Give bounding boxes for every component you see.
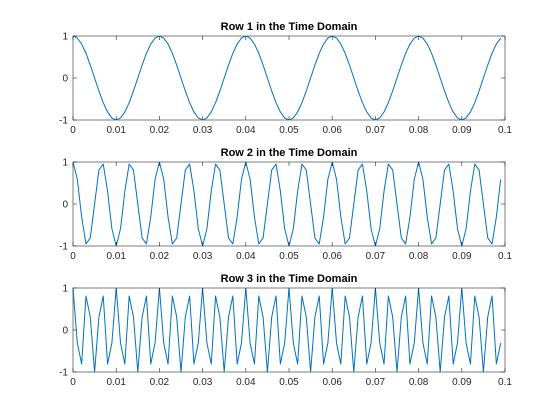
series-line-1 bbox=[73, 36, 502, 120]
x-tick-label: 0.08 bbox=[409, 377, 429, 388]
x-tick-label: 0.06 bbox=[322, 377, 342, 388]
y-tick-label: 0 bbox=[62, 74, 68, 85]
x-tick-label: 0.08 bbox=[409, 251, 429, 262]
x-tick-label: 0.09 bbox=[452, 251, 472, 262]
x-tick-label: 0.03 bbox=[193, 251, 213, 262]
x-tick-label: 0.05 bbox=[279, 377, 299, 388]
x-tick-label: 0 bbox=[70, 251, 76, 262]
x-tick-label: 0.02 bbox=[150, 125, 170, 136]
axes-3: 0 0.01 0.02 0.03 0.04 0.05 0.06 0.07 0.08 0.09 0.1… bbox=[59, 273, 512, 388]
x-tick-label: 0.1 bbox=[498, 125, 512, 136]
y-tick-label: -1 bbox=[59, 116, 68, 127]
y-tick-label: -1 bbox=[59, 242, 68, 253]
y-tick-label: 0 bbox=[62, 326, 68, 337]
y-tick-label: 1 bbox=[62, 32, 68, 43]
plot-area bbox=[72, 161, 506, 247]
y-tick-label: -1 bbox=[59, 368, 68, 379]
x-tick-label: 0.04 bbox=[236, 377, 256, 388]
plot-area bbox=[72, 35, 506, 121]
x-tick-label: 0.03 bbox=[193, 125, 213, 136]
x-tick-label: 0.1 bbox=[498, 251, 512, 262]
x-tick-label: 0.07 bbox=[366, 377, 386, 388]
chart-title: Row 2 in the Time Domain bbox=[221, 147, 358, 159]
x-tick-label: 0 bbox=[70, 125, 76, 136]
x-tick-label: 0.07 bbox=[366, 125, 386, 136]
x-tick-label: 0.03 bbox=[193, 377, 213, 388]
x-tick-label: 0.06 bbox=[322, 125, 342, 136]
series-line-1 bbox=[73, 162, 502, 246]
axes-2: 0 0.01 0.02 0.03 0.04 0.05 0.06 0.07 0.08 0.09 0.1… bbox=[59, 147, 512, 262]
x-tick-label: 0.07 bbox=[366, 251, 386, 262]
x-tick-label: 0.01 bbox=[106, 251, 126, 262]
x-tick-label: 0.01 bbox=[106, 125, 126, 136]
x-tick-label: 0.05 bbox=[279, 251, 299, 262]
series-line-1 bbox=[73, 288, 502, 372]
x-tick-label: 0.04 bbox=[236, 125, 256, 136]
x-tick-label: 0.02 bbox=[150, 377, 170, 388]
y-tick-label: 1 bbox=[62, 284, 68, 295]
x-tick-label: 0.01 bbox=[106, 377, 126, 388]
chart-title: Row 1 in the Time Domain bbox=[221, 21, 358, 33]
x-tick-label: 0.02 bbox=[150, 251, 170, 262]
x-tick-label: 0.09 bbox=[452, 125, 472, 136]
x-tick-label: 0.1 bbox=[498, 377, 512, 388]
x-tick-label: 0.08 bbox=[409, 125, 429, 136]
y-tick-label: 1 bbox=[62, 158, 68, 169]
axes-1: 0 0.01 0.02 0.03 0.04 0.05 0.06 0.07 0.08 0.09 0.1… bbox=[59, 21, 512, 136]
x-tick-label: 0.05 bbox=[279, 125, 299, 136]
x-tick-label: 0 bbox=[70, 377, 76, 388]
plot-area bbox=[72, 287, 506, 373]
x-tick-label: 0.06 bbox=[322, 251, 342, 262]
chart-title: Row 3 in the Time Domain bbox=[221, 273, 358, 285]
x-tick-label: 0.09 bbox=[452, 377, 472, 388]
y-tick-label: 0 bbox=[62, 200, 68, 211]
x-tick-label: 0.04 bbox=[236, 251, 256, 262]
